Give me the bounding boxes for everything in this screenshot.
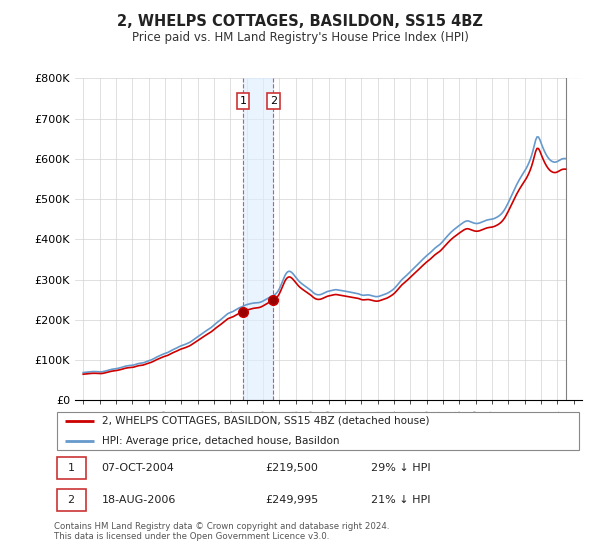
Text: 2: 2 xyxy=(270,96,277,106)
Text: £219,500: £219,500 xyxy=(265,463,318,473)
Text: £249,995: £249,995 xyxy=(265,495,319,505)
Bar xyxy=(243,78,274,400)
Text: Contains HM Land Registry data © Crown copyright and database right 2024.
This d: Contains HM Land Registry data © Crown c… xyxy=(54,522,389,542)
Text: 21% ↓ HPI: 21% ↓ HPI xyxy=(371,495,430,505)
Text: 07-OCT-2004: 07-OCT-2004 xyxy=(101,463,175,473)
Bar xyxy=(566,78,582,400)
Text: HPI: Average price, detached house, Basildon: HPI: Average price, detached house, Basi… xyxy=(101,436,339,446)
Text: 18-AUG-2006: 18-AUG-2006 xyxy=(101,495,176,505)
Text: 1: 1 xyxy=(67,463,74,473)
Text: 2, WHELPS COTTAGES, BASILDON, SS15 4BZ: 2, WHELPS COTTAGES, BASILDON, SS15 4BZ xyxy=(117,14,483,29)
FancyBboxPatch shape xyxy=(56,489,86,511)
Text: 1: 1 xyxy=(239,96,247,106)
FancyBboxPatch shape xyxy=(56,412,580,450)
Text: Price paid vs. HM Land Registry's House Price Index (HPI): Price paid vs. HM Land Registry's House … xyxy=(131,31,469,44)
Text: 2, WHELPS COTTAGES, BASILDON, SS15 4BZ (detached house): 2, WHELPS COTTAGES, BASILDON, SS15 4BZ (… xyxy=(101,416,429,426)
Text: 29% ↓ HPI: 29% ↓ HPI xyxy=(371,463,430,473)
Text: 2: 2 xyxy=(67,495,74,505)
FancyBboxPatch shape xyxy=(56,456,86,479)
